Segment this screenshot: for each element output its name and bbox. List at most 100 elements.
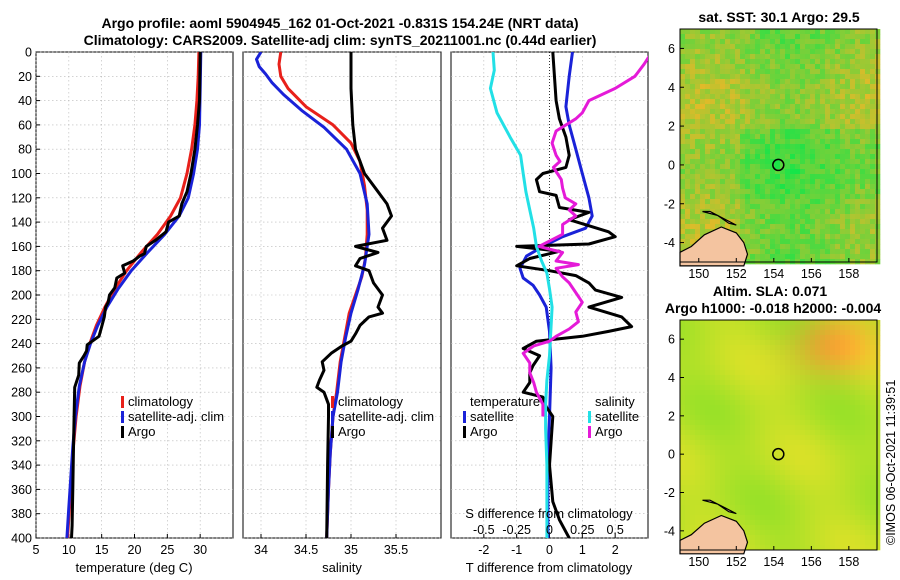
heatmap-cell [730,390,736,396]
heatmap-cell [760,365,766,371]
heatmap-cell [685,89,691,95]
heatmap-cell [875,119,881,125]
heatmap-cell [710,360,716,366]
heatmap-cell [825,335,831,341]
heatmap-cell [760,34,766,40]
heatmap-cell [685,515,691,521]
heatmap-cell [765,49,771,55]
heatmap-cell [835,365,841,371]
heatmap-cell [770,184,776,190]
salinity-legend: climatology satellite-adj. clim Argo [331,394,434,439]
heatmap-cell [705,390,711,396]
heatmap-cell [720,99,726,105]
heatmap-cell [720,159,726,165]
heatmap-cell [690,79,696,85]
heatmap-cell [745,124,751,130]
heatmap-cell [745,355,751,361]
heatmap-cell [740,144,746,150]
heatmap-cell [780,465,786,471]
heatmap-cell [870,465,876,471]
heatmap-cell [875,345,881,351]
heatmap-cell [870,244,876,250]
heatmap-cell [750,485,756,491]
salinity-panel: 34 34.5 35 35.5 salinity climatology satell… [242,51,442,575]
heatmap-cell [700,199,706,205]
heatmap-cell [725,470,731,476]
heatmap-cell [715,79,721,85]
heatmap-cell [845,234,851,240]
heatmap-cell [690,345,696,351]
heatmap-cell [685,475,691,481]
heatmap-cell [720,154,726,160]
heatmap-cell [860,445,866,451]
heatmap-cell [755,360,761,366]
heatmap-cell [850,375,856,381]
heatmap-cell [875,194,881,200]
heatmap-cell [735,199,741,205]
heatmap-cell [850,475,856,481]
heatmap-cell [790,74,796,80]
heatmap-cell [685,79,691,85]
heatmap-cell [820,400,826,406]
heatmap-cell [840,44,846,50]
heatmap-cell [680,400,686,406]
heatmap-cell [865,49,871,55]
heatmap-cell [710,440,716,446]
heatmap-cell [825,360,831,366]
heatmap-cell [820,525,826,531]
heatmap-cell [805,400,811,406]
heatmap-cell [805,425,811,431]
heatmap-cell [740,89,746,95]
map-x-tick-label: 150 [688,555,709,569]
heatmap-cell [800,104,806,110]
heatmap-cell [805,84,811,90]
heatmap-cell [795,189,801,195]
heatmap-cell [805,340,811,346]
heatmap-cell [835,244,841,250]
heatmap-cell [865,229,871,235]
heatmap-cell [680,139,686,145]
heatmap-cell [750,179,756,185]
heatmap-cell [705,179,711,185]
heatmap-cell [755,159,761,165]
heatmap-cell [745,365,751,371]
heatmap-cell [715,385,721,391]
heatmap-cell [770,415,776,421]
heatmap-cell [790,164,796,170]
heatmap-cell [710,455,716,461]
heatmap-cell [690,325,696,331]
heatmap-cell [710,29,716,35]
heatmap-cell [755,330,761,336]
heatmap-cell [805,29,811,35]
heatmap-cell [785,59,791,65]
heatmap-cell [735,104,741,110]
heatmap-cell [835,229,841,235]
heatmap-cell [755,239,761,245]
heatmap-cell [725,154,731,160]
heatmap-cell [740,214,746,220]
heatmap-cell [850,234,856,240]
heatmap-cell [870,385,876,391]
heatmap-cell [690,350,696,356]
heatmap-cell [725,325,731,331]
heatmap-cell [740,340,746,346]
heatmap-cell [760,445,766,451]
heatmap-cell [815,124,821,130]
heatmap-cell [715,325,721,331]
map-y-tick-label: 4 [668,371,675,385]
heatmap-cell [745,149,751,155]
heatmap-cell [860,149,866,155]
heatmap-cell [815,470,821,476]
heatmap-cell [795,154,801,160]
heatmap-cell [855,239,861,245]
heatmap-cell [840,410,846,416]
heatmap-cell [705,39,711,45]
y-tick-label: 280 [11,386,32,400]
heatmap-cell [705,415,711,421]
heatmap-cell [730,505,736,511]
heatmap-cell [835,450,841,456]
heatmap-cell [805,154,811,160]
heatmap-cell [725,164,731,170]
heatmap-cell [745,209,751,215]
heatmap-cell [870,390,876,396]
